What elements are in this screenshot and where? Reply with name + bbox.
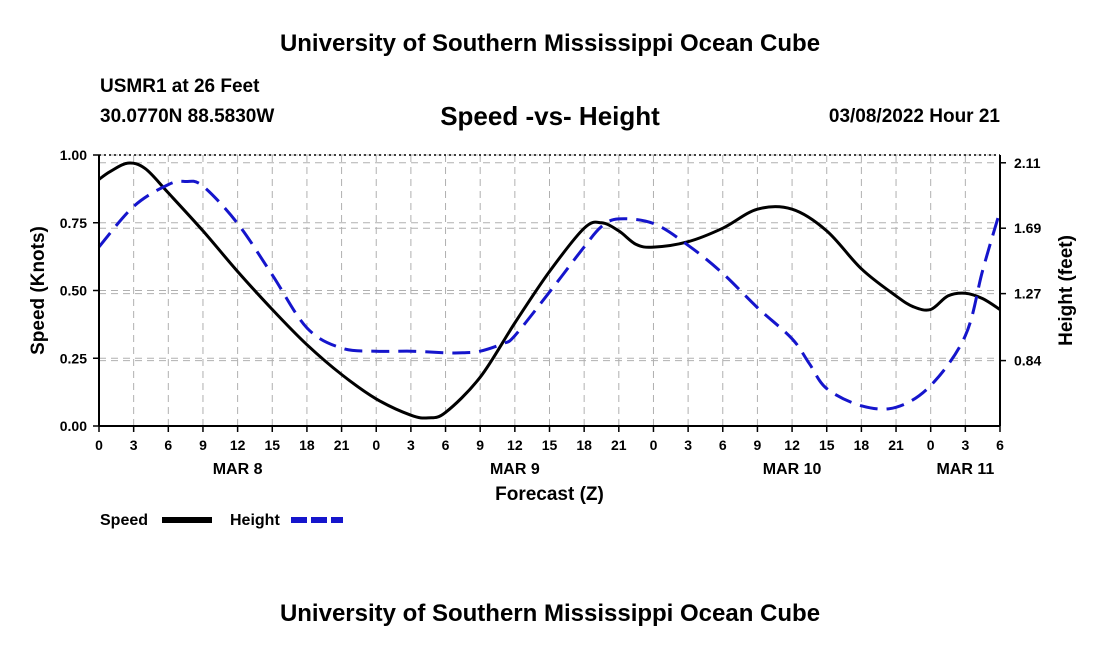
x-tick-label: 0 xyxy=(372,437,380,453)
x-tick-label: 3 xyxy=(130,437,138,453)
x-axis-title: Forecast (Z) xyxy=(495,484,604,505)
series-line-height xyxy=(97,179,1002,411)
x-tick-label: 12 xyxy=(784,437,800,453)
x-tick-label: 21 xyxy=(334,437,350,453)
x-tick-label: 15 xyxy=(264,437,280,453)
x-tick-label: 15 xyxy=(819,437,835,453)
x-tick-label: 21 xyxy=(611,437,627,453)
x-tick-label: 0 xyxy=(650,437,658,453)
y2-tick-label: 2.11 xyxy=(1014,155,1041,171)
axes xyxy=(93,154,1006,432)
legend-label-speed: Speed xyxy=(100,512,148,529)
x-tick-label: 0 xyxy=(95,437,103,453)
y2-tick-label: 1.27 xyxy=(1014,286,1041,302)
legend: Speed Height xyxy=(100,512,343,529)
day-label: MAR 10 xyxy=(763,461,822,478)
day-label: MAR 11 xyxy=(936,461,994,478)
station-coords: 30.0770N 88.5830W xyxy=(100,106,275,127)
y2-tick-label: 0.84 xyxy=(1014,353,1041,369)
y-tick-label: 0.50 xyxy=(60,283,87,299)
x-tick-label: 9 xyxy=(476,437,484,453)
x-tick-label: 12 xyxy=(507,437,523,453)
x-tick-label: 12 xyxy=(230,437,246,453)
x-tick-label: 6 xyxy=(719,437,727,453)
y-tick-label: 1.00 xyxy=(60,147,87,163)
x-tick-label: 6 xyxy=(442,437,450,453)
y-axis-title: Speed (Knots) xyxy=(28,226,49,355)
x-tick-label: 9 xyxy=(199,437,207,453)
series-line-speed xyxy=(98,161,1001,420)
x-tick-label: 18 xyxy=(854,437,870,453)
y-tick-label: 0.75 xyxy=(60,215,87,231)
y2-axis-title: Height (feet) xyxy=(1056,235,1077,346)
day-label: MAR 8 xyxy=(213,461,263,478)
day-label: MAR 9 xyxy=(490,461,540,478)
y-tick-label: 0.25 xyxy=(60,350,87,366)
x-tick-label: 3 xyxy=(684,437,692,453)
x-tick-label: 9 xyxy=(754,437,762,453)
page-title: University of Southern Mississippi Ocean… xyxy=(279,30,821,57)
chart-title: Speed -vs- Height xyxy=(440,101,660,131)
x-tick-label: 15 xyxy=(542,437,558,453)
footer-title: University of Southern Mississippi Ocean… xyxy=(279,600,821,627)
y-tick-label: 0.00 xyxy=(60,418,87,434)
x-tick-label: 6 xyxy=(164,437,172,453)
x-tick-label: 18 xyxy=(299,437,315,453)
x-tick-label: 21 xyxy=(888,437,904,453)
x-tick-label: 3 xyxy=(407,437,415,453)
legend-label-height: Height xyxy=(230,512,280,529)
axis-labels: 0.00 0.25 0.50 0.75 1.00 0.84 1.27 1.69 2.11 0 3 6 9… xyxy=(28,147,1077,505)
x-tick-label: 18 xyxy=(576,437,592,453)
series-lines xyxy=(97,161,1002,420)
x-tick-label: 0 xyxy=(927,437,935,453)
station-label: USMR1 at 26 Feet xyxy=(100,76,260,97)
x-tick-label: 3 xyxy=(961,437,969,453)
y2-tick-label: 1.69 xyxy=(1014,220,1041,236)
x-tick-label: 6 xyxy=(996,437,1004,453)
forecast-datetime: 03/08/2022 Hour 21 xyxy=(828,106,1000,127)
